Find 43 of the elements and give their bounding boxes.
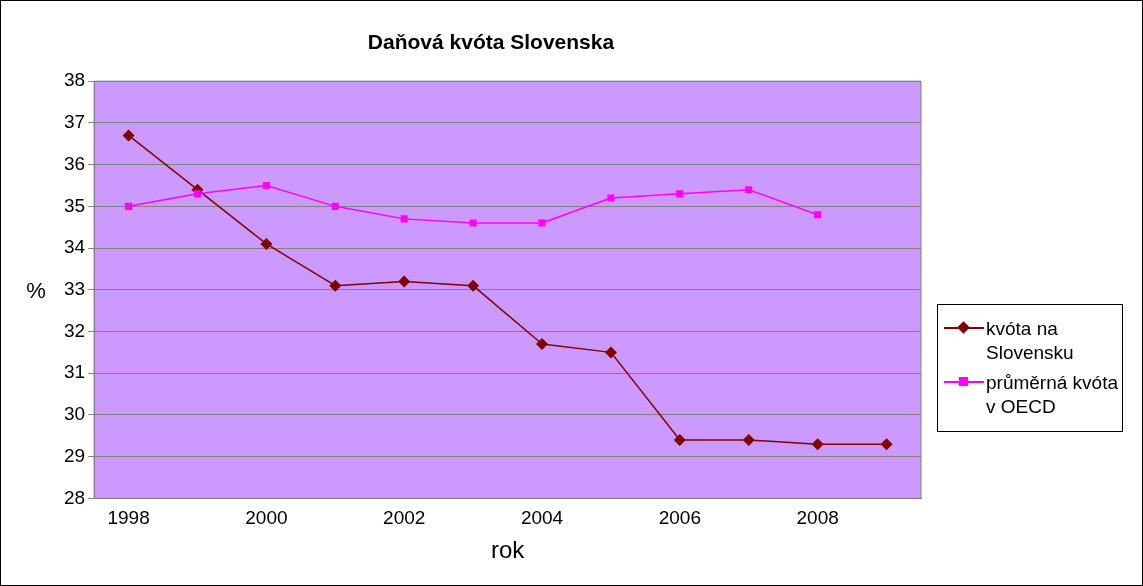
point — [331, 202, 339, 210]
x-tick-label: 2006 — [658, 507, 701, 529]
y-tick-label: 34 — [63, 236, 86, 258]
point — [538, 219, 546, 227]
point — [536, 338, 549, 351]
x-tick-label: 2000 — [245, 507, 288, 529]
y-tick-label: 38 — [63, 69, 86, 91]
x-axis-title: rok — [490, 536, 526, 564]
point — [607, 194, 615, 202]
point — [400, 215, 408, 223]
y-tick-label: 31 — [63, 361, 86, 383]
y-tick-label: 32 — [63, 319, 86, 341]
x-tick-label: 1998 — [107, 507, 150, 529]
point — [742, 433, 755, 446]
point — [880, 438, 893, 451]
point — [676, 190, 684, 198]
x-tick-label: 2002 — [383, 507, 426, 529]
y-tick-label: 29 — [63, 444, 86, 466]
legend-label: průměrná kvóta v OECD — [986, 371, 1119, 419]
x-tick-label: 2004 — [520, 507, 564, 529]
x-tick-label: 2008 — [796, 507, 839, 529]
point — [811, 438, 824, 451]
point — [398, 275, 411, 288]
point — [814, 211, 822, 219]
point — [469, 219, 477, 227]
y-tick-label: 35 — [63, 194, 86, 216]
point — [604, 346, 617, 359]
point — [262, 181, 270, 190]
y-tick-label: 30 — [63, 403, 86, 425]
y-tick-label: 36 — [63, 152, 86, 174]
y-tick-label: 28 — [63, 486, 86, 508]
y-axis-title: % — [26, 277, 46, 303]
point — [673, 433, 686, 446]
point — [125, 202, 133, 210]
point — [329, 279, 342, 292]
point — [745, 186, 753, 194]
point — [122, 129, 135, 142]
y-tick-label: 37 — [63, 111, 86, 133]
point — [260, 237, 273, 250]
y-tick-label: 33 — [63, 278, 86, 300]
chart-title: Daňová kvóta Slovenska — [367, 30, 615, 54]
point — [467, 279, 480, 292]
point — [193, 190, 202, 198]
